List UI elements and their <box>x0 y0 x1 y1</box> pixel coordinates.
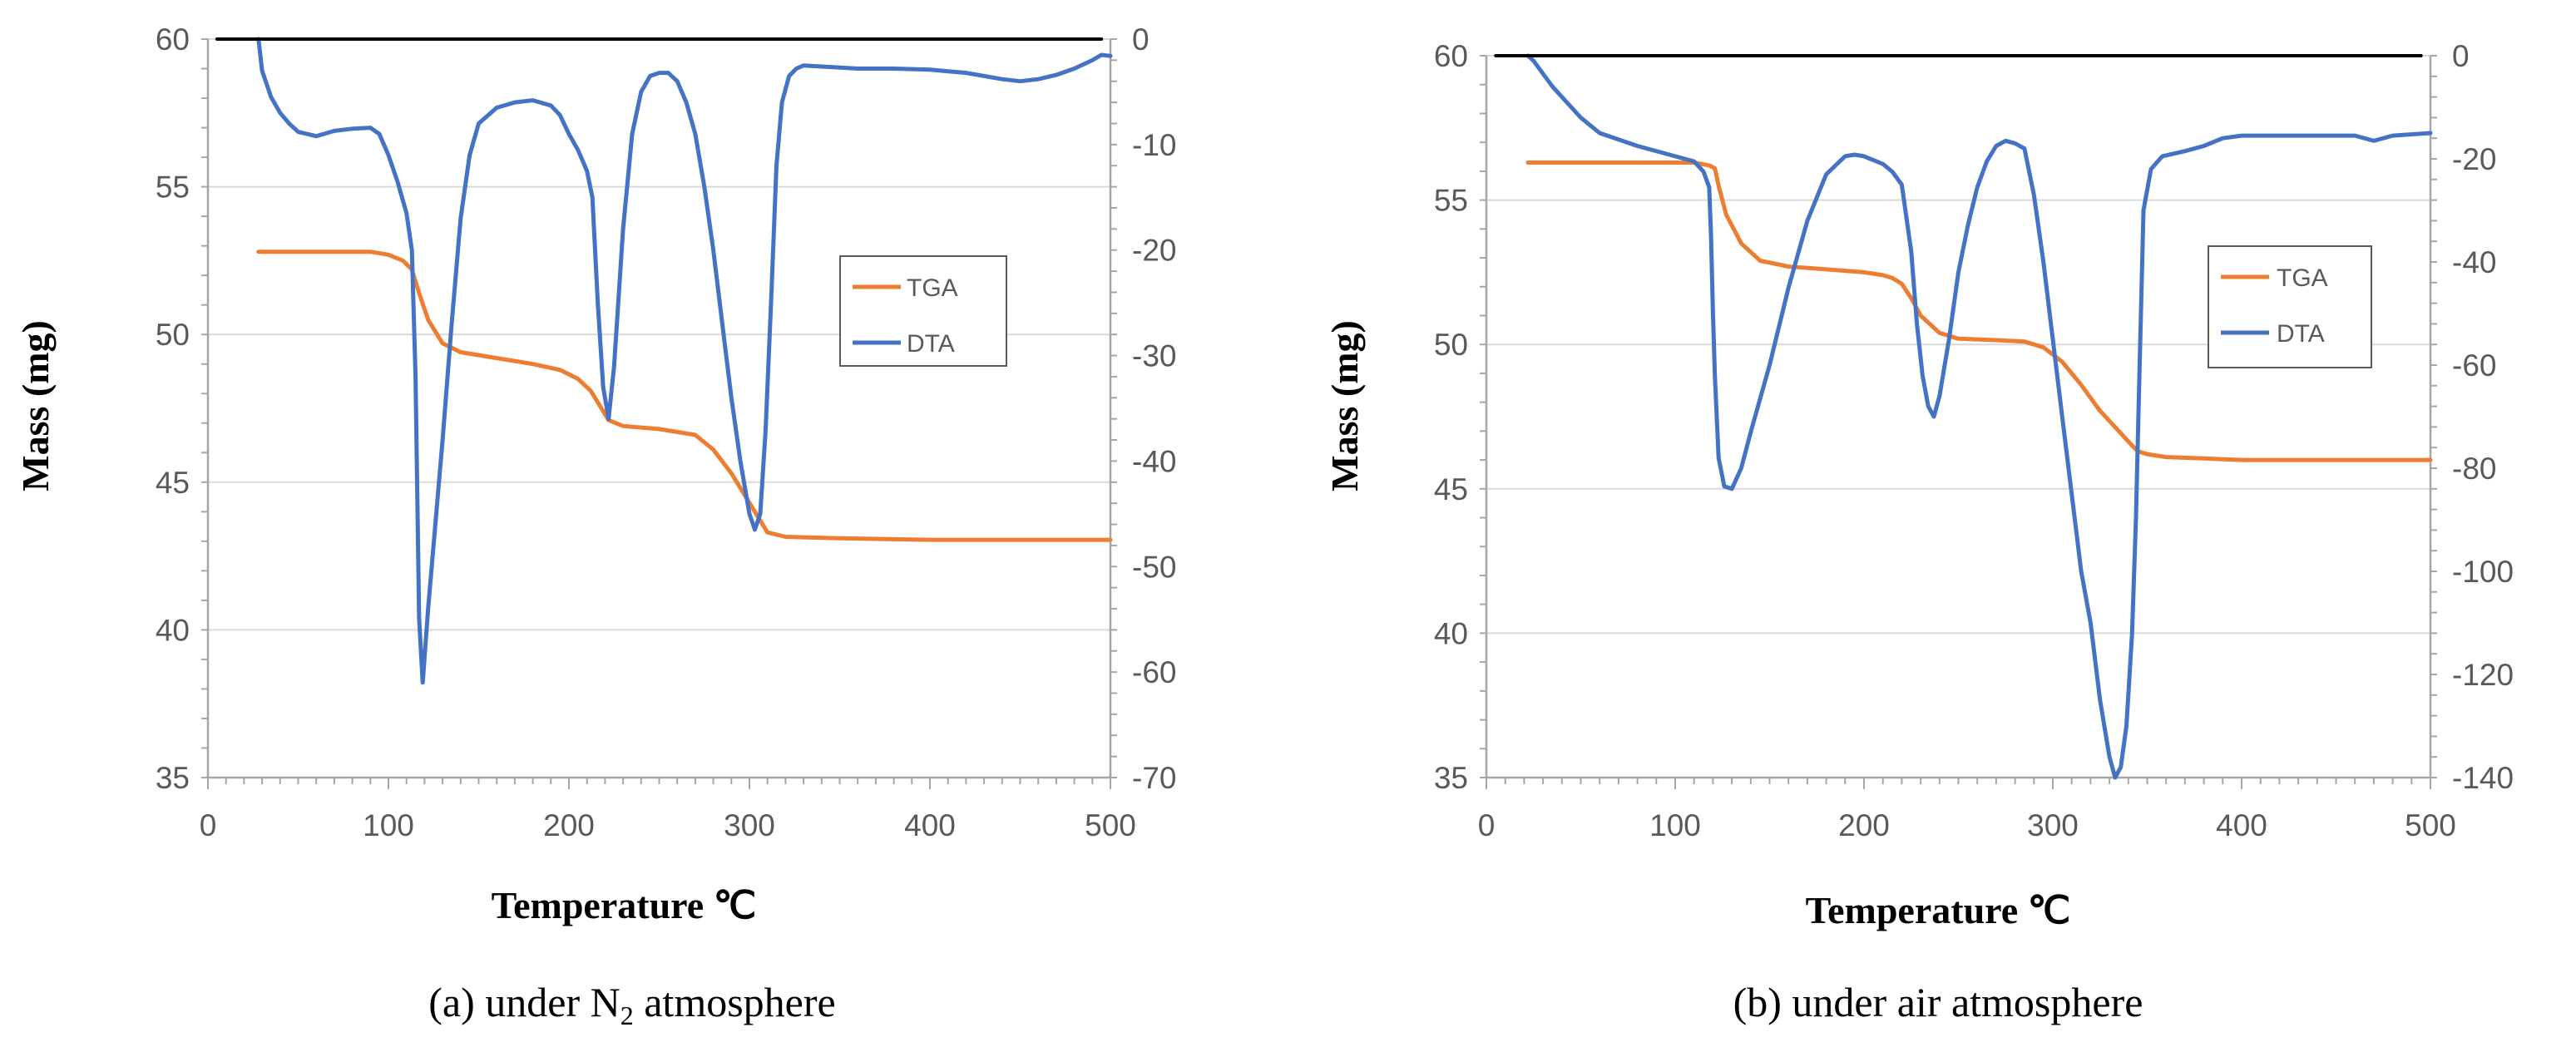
series-a <box>215 37 1113 685</box>
y-right-tick-label: 0 <box>2452 39 2470 73</box>
legend-label-dta: DTA <box>907 330 955 358</box>
y-right-tick-label: -120 <box>2452 658 2514 692</box>
legend-box <box>2208 245 2372 368</box>
y-left-tick-labels-a: 35 40 45 50 55 60 <box>156 22 190 795</box>
caption-a: (a) under N2 atmosphere <box>428 979 835 1030</box>
series-line-dta <box>1525 53 2433 780</box>
y-left-tick-label: 55 <box>156 170 190 205</box>
y-right-tick-label: -30 <box>1132 339 1176 373</box>
legend-box <box>839 255 1007 367</box>
legend-b: TGA DTA <box>2208 245 2372 368</box>
y-left-tick-label: 60 <box>156 22 190 57</box>
x-tick-label: 500 <box>1085 808 1136 842</box>
y-right-tick-label: -10 <box>1132 128 1176 162</box>
legend-label-tga: TGA <box>907 274 958 302</box>
y-left-tick-label: 40 <box>156 613 190 647</box>
y-right-tick-label: -40 <box>1132 444 1176 478</box>
x-tick-label: 300 <box>724 808 775 842</box>
y-right-tick-label: 0 <box>1132 22 1150 57</box>
y-left-tick-label: 40 <box>1434 616 1468 650</box>
y-right-tick-label: -140 <box>2452 761 2514 795</box>
legend-a: TGA DTA <box>839 255 1007 367</box>
series-line-dta <box>256 37 1113 685</box>
x-tick-labels-b: 0 100 200 300 400 500 <box>1478 808 2456 842</box>
x-tick-label: 0 <box>1478 808 1496 842</box>
y-left-tick-label: 45 <box>1434 472 1468 506</box>
y-left-tick-label: 50 <box>156 318 190 352</box>
x-tick-label: 200 <box>543 808 595 842</box>
x-tick-label: 100 <box>1649 808 1701 842</box>
legend-label-tga: TGA <box>2277 264 2328 292</box>
y-left-tick-label: 35 <box>1434 761 1468 795</box>
axes-b <box>1480 55 2437 789</box>
y-right-tick-label: -40 <box>2452 245 2496 279</box>
y-right-tick-label: -50 <box>1132 550 1176 584</box>
x-tick-label: 200 <box>1838 808 1890 842</box>
x-axis-title-b: Temperature ℃ <box>1806 889 2071 931</box>
y-right-tick-label: -20 <box>1132 234 1176 268</box>
y-left-tick-label: 55 <box>1434 184 1468 218</box>
y-left-tick-labels-b: 35 40 45 50 55 60 <box>1434 39 1468 795</box>
x-tick-labels-a: 0 100 200 300 400 500 <box>200 808 1136 842</box>
x-tick-label: 300 <box>2027 808 2079 842</box>
legend-label-dta: DTA <box>2277 320 2325 348</box>
series-line-tga <box>1525 161 2433 462</box>
y-right-tick-label: -60 <box>1132 655 1176 689</box>
y-right-tick-labels-b: -140 -120 -100 -80 -60 -40 -20 0 <box>2452 39 2514 795</box>
axes-a <box>201 38 1117 789</box>
series-b <box>1494 53 2433 780</box>
y-left-tick-label: 45 <box>156 466 190 500</box>
x-tick-label: 400 <box>904 808 956 842</box>
y-axis-title-a: Mass (mg) <box>14 320 57 491</box>
y-right-tick-label: -60 <box>2452 348 2496 383</box>
x-tick-label: 0 <box>200 808 217 842</box>
y-right-tick-label: -80 <box>2452 452 2496 486</box>
y-right-tick-label: -70 <box>1132 761 1176 795</box>
y-left-tick-label: 35 <box>156 761 190 795</box>
x-tick-label: 500 <box>2405 808 2456 842</box>
x-tick-label: 400 <box>2216 808 2267 842</box>
caption-b: (b) under air atmosphere <box>1733 979 2143 1025</box>
y-right-tick-label: -20 <box>2452 142 2496 176</box>
y-axis-title-b: Mass (mg) <box>1323 320 1366 491</box>
y-right-tick-label: -100 <box>2452 555 2514 589</box>
y-left-tick-label: 50 <box>1434 328 1468 362</box>
y-left-tick-label: 60 <box>1434 39 1468 73</box>
x-tick-label: 100 <box>363 808 414 842</box>
y-right-tick-labels-a: -70 -60 -50 -40 -30 -20 -10 0 <box>1132 22 1176 795</box>
x-axis-title-a: Temperature ℃ <box>492 884 757 926</box>
